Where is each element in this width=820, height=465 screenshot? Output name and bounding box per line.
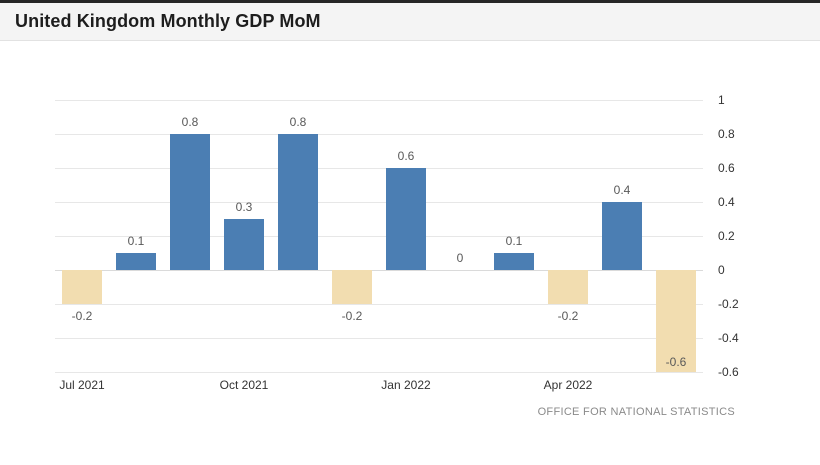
bar-jan-2022 bbox=[386, 168, 426, 270]
bar-value-label: 0.6 bbox=[397, 149, 415, 163]
gridline bbox=[55, 100, 703, 101]
x-axis-label: Jul 2021 bbox=[59, 378, 105, 392]
bar-value-label: -0.6 bbox=[665, 355, 687, 369]
bar-value-label: -0.2 bbox=[557, 309, 579, 323]
y-axis-label: 0.2 bbox=[718, 229, 735, 243]
bar-value-label: 0.4 bbox=[613, 183, 631, 197]
bar-oct-2021 bbox=[224, 219, 264, 270]
x-axis-label: Oct 2021 bbox=[219, 378, 269, 392]
chart: -0.2 0.1 0.8 0.3 0.8 -0.2 0.6 0 0.1 -0.2 0.4 -0.6 1… bbox=[55, 93, 739, 392]
bar-value-label: 0.8 bbox=[289, 115, 307, 129]
x-axis: Jul 2021 Oct 2021 Jan 2022 Apr 2022 bbox=[55, 378, 703, 394]
y-axis: 1 0.8 0.6 0.4 0.2 0 -0.2 -0.4 -0.6 bbox=[718, 93, 758, 379]
bar-mar-2022 bbox=[494, 253, 534, 270]
bar-value-label: 0 bbox=[456, 251, 464, 265]
gridline bbox=[55, 304, 703, 305]
bar-value-label: -0.2 bbox=[341, 309, 363, 323]
bar-may-2022 bbox=[602, 202, 642, 270]
plot-area: -0.2 0.1 0.8 0.3 0.8 -0.2 0.6 0 0.1 -0.2 0.4 -0.6 bbox=[55, 100, 703, 373]
gridline bbox=[55, 134, 703, 135]
bar-jun-2022 bbox=[656, 270, 696, 372]
gridline bbox=[55, 372, 703, 373]
y-axis-label: 0.6 bbox=[718, 161, 735, 175]
x-axis-label: Apr 2022 bbox=[543, 378, 593, 392]
x-axis-label: Jan 2022 bbox=[381, 378, 431, 392]
y-axis-label: 0 bbox=[718, 263, 725, 277]
bar-apr-2022 bbox=[548, 270, 588, 304]
y-axis-label: -0.2 bbox=[718, 297, 739, 311]
source-attribution: OFFICE FOR NATIONAL STATISTICS bbox=[537, 406, 735, 418]
page-title: United Kingdom Monthly GDP MoM bbox=[15, 11, 321, 31]
bar-sep-2021 bbox=[170, 134, 210, 270]
bar-dec-2021 bbox=[332, 270, 372, 304]
y-axis-label: 1 bbox=[718, 93, 725, 107]
bar-jul-2021 bbox=[62, 270, 102, 304]
y-axis-label: -0.4 bbox=[718, 331, 739, 345]
title-bar: United Kingdom Monthly GDP MoM bbox=[0, 0, 820, 41]
gridline bbox=[55, 338, 703, 339]
bar-nov-2021 bbox=[278, 134, 318, 270]
gridline bbox=[55, 202, 703, 203]
bar-value-label: 0.8 bbox=[181, 115, 199, 129]
bar-value-label: -0.2 bbox=[71, 309, 93, 323]
y-axis-label: 0.4 bbox=[718, 195, 735, 209]
gridline bbox=[55, 236, 703, 237]
bar-value-label: 0.1 bbox=[127, 234, 145, 248]
bar-value-label: 0.3 bbox=[235, 200, 253, 214]
zero-gridline bbox=[55, 270, 703, 271]
gridline bbox=[55, 168, 703, 169]
y-axis-label: 0.8 bbox=[718, 127, 735, 141]
y-axis-label: -0.6 bbox=[718, 365, 739, 379]
bar-value-label: 0.1 bbox=[505, 234, 523, 248]
bar-aug-2021 bbox=[116, 253, 156, 270]
